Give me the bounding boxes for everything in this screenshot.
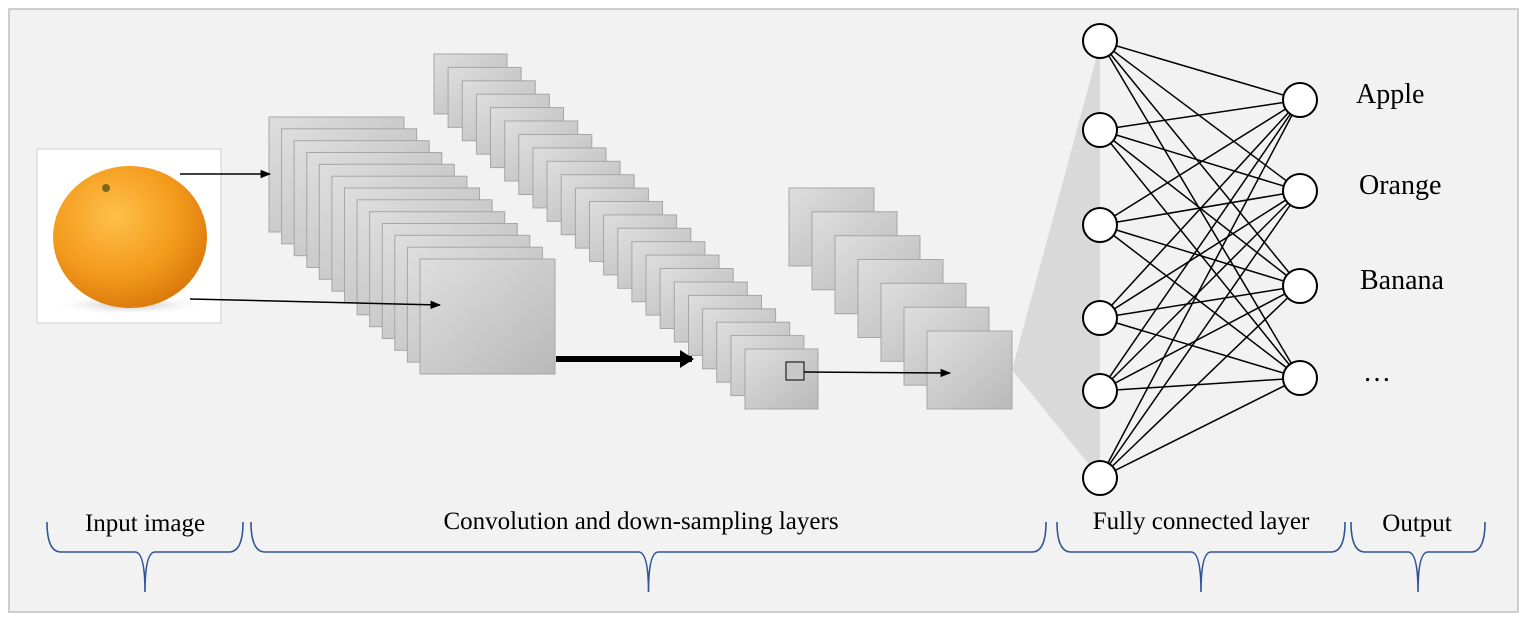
fc-input-node-5 — [1082, 373, 1118, 409]
fc-edge — [1099, 377, 1301, 479]
output-label-4: … — [1363, 357, 1391, 388]
fc-edge — [1099, 285, 1301, 479]
fc-output-node-3 — [1282, 268, 1318, 304]
stage-label-conv: Convolution and down-sampling layers — [443, 508, 838, 535]
output-label-2: Orange — [1359, 170, 1441, 201]
fc-output-node-1 — [1282, 82, 1318, 118]
fc-output-node-4 — [1282, 360, 1318, 396]
fc-connections — [1099, 40, 1301, 479]
deep-map-7 — [926, 330, 1013, 410]
fc-input-node-3 — [1082, 207, 1118, 243]
fc-edge — [1099, 377, 1301, 392]
output-labels: Apple Orange Banana … — [1356, 79, 1445, 388]
fc-output-node-2 — [1282, 173, 1318, 209]
fc-input-node-6 — [1082, 460, 1118, 496]
receptive-field-marker — [785, 361, 805, 381]
fc-nodes — [1082, 23, 1318, 496]
fc-edge — [1099, 190, 1301, 319]
stage-label-input: Input image — [85, 510, 205, 537]
arrow-image-to-layer-bottom — [189, 298, 442, 309]
input-image — [36, 148, 222, 324]
orange-fruit — [53, 166, 207, 308]
fc-edge — [1099, 224, 1301, 287]
fc-edge — [1099, 190, 1301, 479]
fc-edge — [1099, 317, 1301, 379]
brace-fc — [1056, 521, 1346, 593]
pooled-map-23 — [744, 348, 819, 410]
stage-label-fc: Fully connected layer — [1093, 508, 1310, 535]
output-label-3: Banana — [1360, 265, 1445, 296]
fc-edge — [1099, 129, 1301, 192]
thick-arrow-head — [680, 350, 694, 368]
orange-stem — [102, 184, 110, 192]
stage-label-output: Output — [1382, 510, 1452, 537]
conv-layer-stack-2 — [433, 53, 819, 410]
fc-edge — [1099, 40, 1301, 287]
brace-input — [46, 521, 244, 593]
fc-edge — [1099, 40, 1301, 192]
stage-braces — [46, 521, 1486, 593]
fc-input-node-1 — [1082, 23, 1118, 59]
fc-edge — [1099, 99, 1301, 479]
fc-edge — [1099, 190, 1301, 392]
fc-edge — [1099, 99, 1301, 319]
arrow-field-to-layer — [803, 368, 952, 378]
brace-conv — [250, 521, 1047, 593]
fc-edge — [1099, 99, 1301, 392]
fc-edge — [1099, 99, 1301, 226]
fc-edge — [1099, 99, 1301, 131]
feature-map-13 — [419, 258, 556, 375]
fc-projection-wedge — [1012, 44, 1100, 478]
fc-edge — [1099, 40, 1301, 101]
output-label-1: Apple — [1356, 79, 1424, 110]
fc-edge — [1099, 285, 1301, 392]
fc-input-node-4 — [1082, 300, 1118, 336]
fc-edge — [1099, 285, 1301, 319]
fc-input-node-2 — [1082, 112, 1118, 148]
brace-output — [1350, 521, 1486, 593]
